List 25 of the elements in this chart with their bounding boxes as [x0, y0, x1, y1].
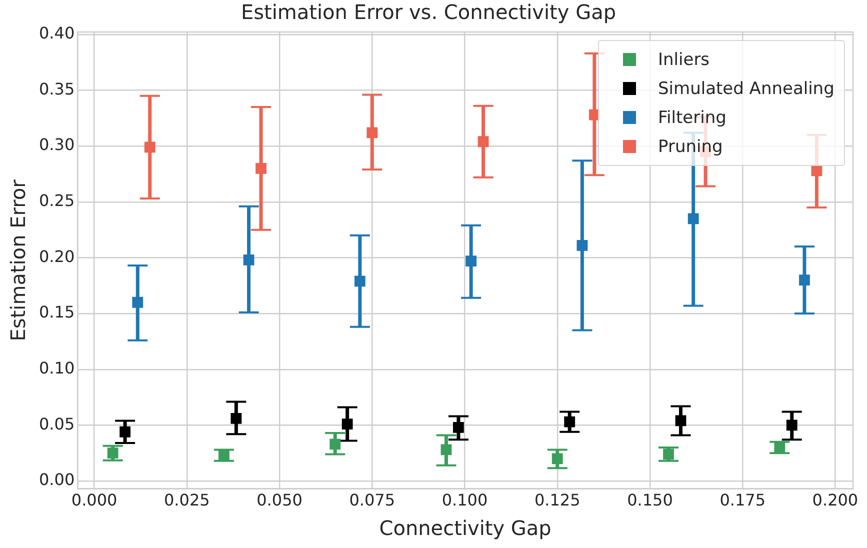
- legend-label: Inliers: [658, 50, 710, 70]
- y-tick-label: 0.00: [39, 470, 75, 490]
- y-tick-label: 0.40: [39, 24, 75, 43]
- y-tick-label: 0.30: [39, 135, 75, 154]
- y-tick-label: 0.10: [39, 358, 75, 378]
- legend-label: Filtering: [658, 108, 726, 128]
- x-tick-label: 0.050: [256, 490, 302, 510]
- y-tick-label: 0.35: [39, 79, 75, 98]
- y-tick-label: 0.15: [39, 302, 75, 322]
- x-tick-label: 0.150: [627, 490, 673, 510]
- x-axis-title: Connectivity Gap: [379, 516, 552, 540]
- x-tick-label: 0.125: [534, 490, 580, 510]
- x-tick-label: 0.075: [349, 490, 396, 510]
- y-tick-label: 0.20: [39, 246, 75, 266]
- x-tick-label: 0.100: [442, 490, 488, 510]
- chart-title: Estimation Error vs. Connectivity Gap: [240, 0, 616, 24]
- x-tick-label: 0.025: [164, 490, 210, 510]
- y-tick-label: 0.25: [39, 191, 75, 210]
- legend-label: Pruning: [658, 136, 723, 156]
- x-tick-label: 0.175: [720, 490, 766, 510]
- y-tick-label: 0.05: [39, 414, 75, 434]
- x-tick-label: 0.000: [71, 490, 118, 510]
- x-tick-label: 0.200: [812, 490, 858, 510]
- legend-label: Simulated Annealing: [658, 78, 834, 98]
- y-axis-title: Estimation Error: [6, 178, 30, 342]
